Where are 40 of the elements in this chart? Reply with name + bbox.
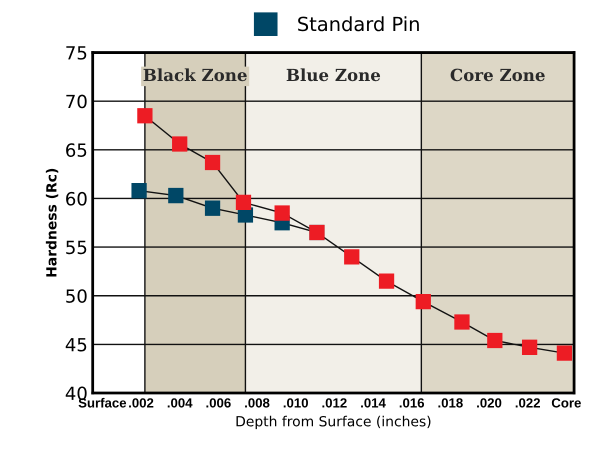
y-tick-label: 50 <box>66 289 87 303</box>
point <box>378 274 394 289</box>
point <box>168 188 184 204</box>
band-label: Blue Zone <box>286 68 380 82</box>
point <box>487 332 502 348</box>
point <box>416 294 431 310</box>
x-tick-label: .022 <box>516 398 540 408</box>
x-tick-label: Core <box>552 398 581 408</box>
point <box>344 249 360 264</box>
band-label: Core Zone <box>450 68 545 82</box>
x-tick-label: .016 <box>400 398 424 408</box>
point <box>556 346 572 361</box>
x-tick-label: .014 <box>361 398 386 408</box>
point <box>236 194 252 210</box>
legend-label: Standard Pin <box>298 16 419 32</box>
point <box>204 200 220 216</box>
point <box>131 183 147 198</box>
point <box>274 205 290 221</box>
y-tick-label: 55 <box>66 240 86 254</box>
y-tick-label: 70 <box>66 94 87 108</box>
x-tick-label: .004 <box>168 398 192 408</box>
x-tick-label: .020 <box>477 398 502 408</box>
x-tick-label: .006 <box>206 398 231 408</box>
y-axis-title: Hardness (Rc) <box>46 168 58 277</box>
point <box>172 136 188 152</box>
x-tick-label: .012 <box>322 398 347 408</box>
point <box>204 154 220 170</box>
y-tick-label: 60 <box>66 192 87 206</box>
band-label: Black Zone <box>144 68 247 82</box>
x-tick-label: .002 <box>129 398 154 408</box>
y-tick-label: 65 <box>66 143 86 157</box>
y-tick-label: 45 <box>66 338 86 352</box>
x-tick-label: .010 <box>284 398 308 408</box>
x-axis-title: Depth from Surface (inches) <box>236 416 430 430</box>
x-tick-label: .018 <box>438 398 463 408</box>
point <box>522 340 538 355</box>
point <box>137 108 153 124</box>
x-tick-label: .008 <box>245 398 270 408</box>
y-tick-label: 75 <box>66 46 86 60</box>
point <box>454 314 470 330</box>
